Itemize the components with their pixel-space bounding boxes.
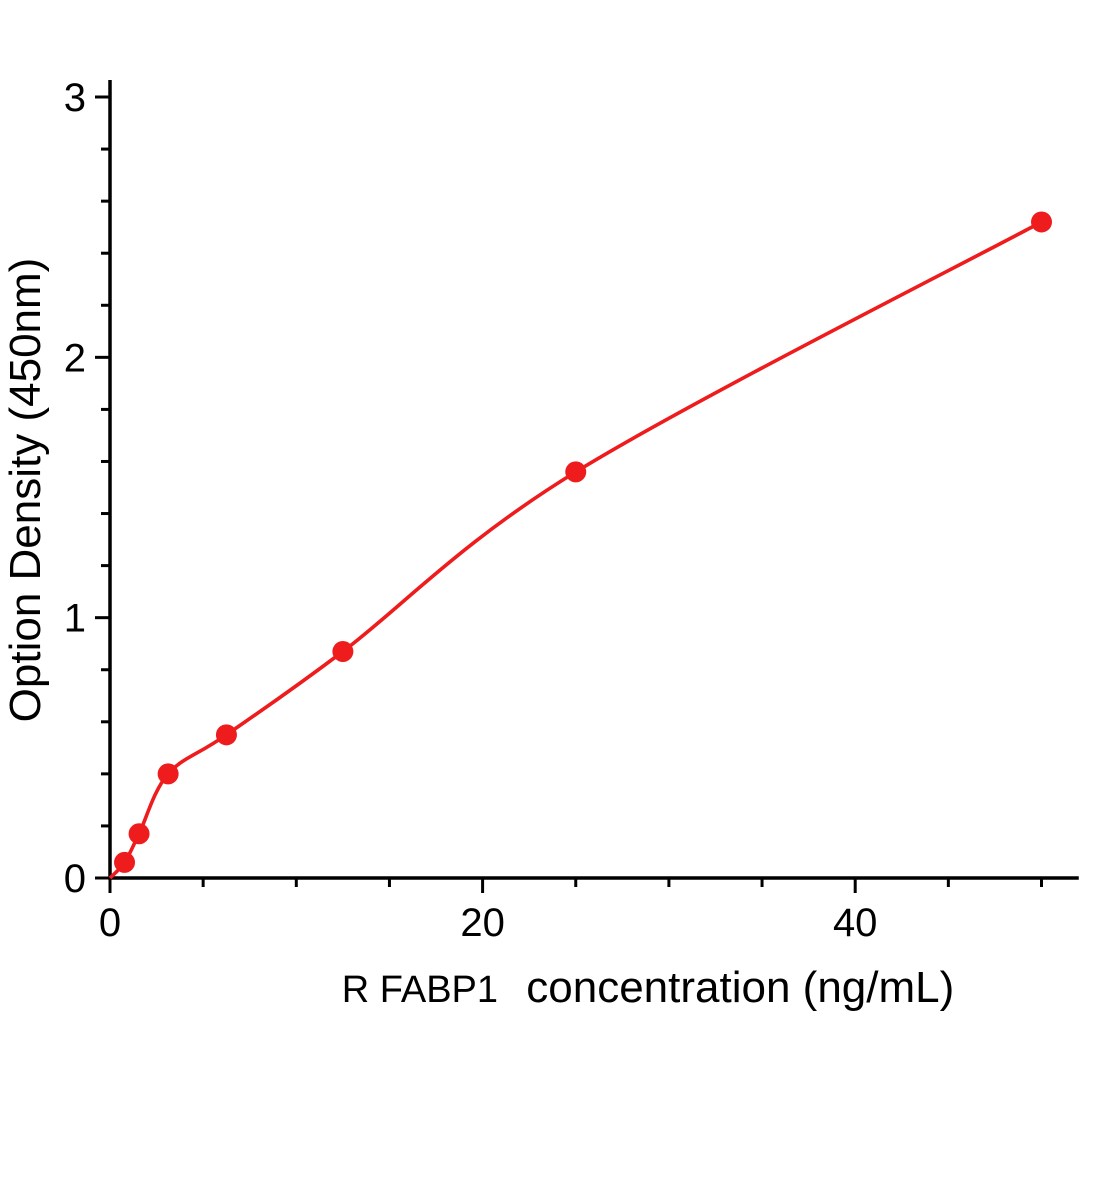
data-point: [114, 851, 136, 873]
data-point: [128, 823, 150, 845]
data-point: [565, 461, 587, 483]
y-tick-label: 2: [64, 336, 86, 380]
x-axis-title-main: concentration (ng/mL): [526, 963, 954, 1012]
x-tick-label: 20: [460, 901, 505, 945]
data-point: [215, 724, 237, 746]
fit-curve: [108, 220, 1043, 880]
y-tick-label: 0: [64, 857, 86, 901]
x-tick-label: 0: [99, 901, 121, 945]
y-axis-title: Option Density (450nm): [1, 258, 50, 723]
y-tick-label: 1: [64, 597, 86, 641]
data-point: [1031, 211, 1052, 233]
y-tick-label: 3: [64, 76, 86, 120]
plot-area: 0 20 40 0 1 2 3: [64, 76, 1079, 945]
x-axis-title: R FABP1 concentration (ng/mL): [342, 963, 955, 1012]
data-point: [332, 641, 354, 663]
x-tick-label: 40: [833, 901, 878, 945]
x-axis-title-prefix: R FABP1: [342, 969, 498, 1011]
data-point: [157, 763, 179, 785]
